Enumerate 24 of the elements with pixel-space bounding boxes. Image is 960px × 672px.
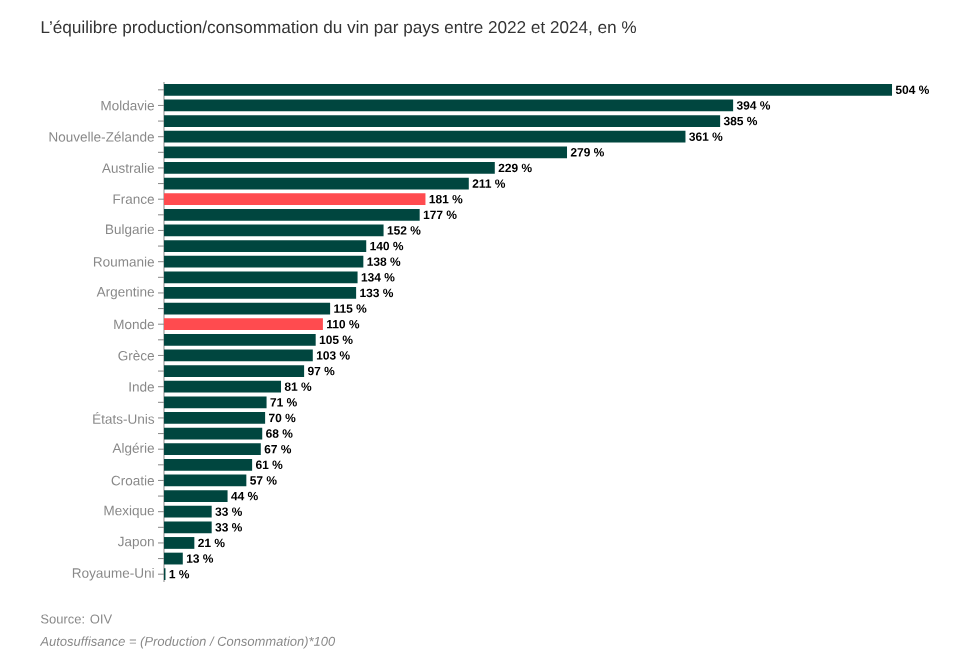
bar	[164, 412, 266, 424]
bar	[164, 287, 357, 299]
bar	[164, 115, 721, 127]
bar	[164, 443, 261, 456]
bar	[164, 474, 247, 487]
bar	[164, 99, 734, 112]
bar	[164, 458, 253, 471]
bar	[164, 302, 331, 315]
bar	[164, 349, 313, 362]
bar	[164, 537, 195, 549]
bar	[164, 208, 420, 221]
bar	[164, 490, 228, 502]
chart-title: L’équilibre production/consommation du vin par pays entre 2022 et 2024, en %	[41, 20, 637, 37]
bar	[164, 333, 316, 346]
bar	[164, 224, 384, 237]
bar	[164, 193, 426, 206]
bar	[164, 427, 263, 440]
bar	[164, 318, 323, 331]
bar	[164, 240, 367, 252]
bar	[164, 83, 893, 96]
bar	[164, 177, 469, 190]
bar	[164, 162, 495, 174]
bar	[164, 552, 183, 565]
bar	[164, 365, 305, 377]
